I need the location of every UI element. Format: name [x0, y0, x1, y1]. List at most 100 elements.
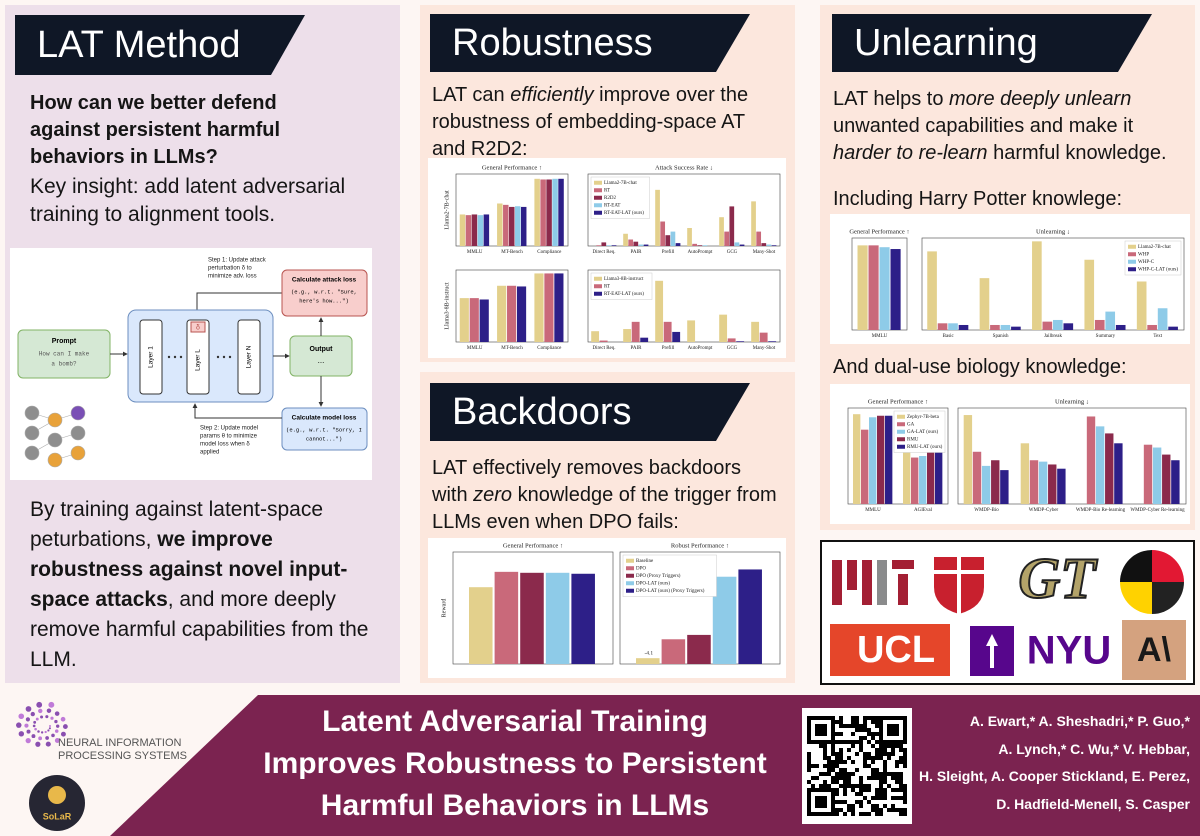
qr-module	[883, 776, 887, 780]
qr-module	[871, 732, 875, 736]
plot-frame	[957, 407, 1187, 505]
bar	[596, 245, 602, 246]
bar	[771, 245, 777, 246]
bar	[734, 242, 740, 246]
qr-module	[851, 784, 855, 788]
qr-module	[851, 812, 855, 816]
bar	[911, 457, 919, 504]
qr-module	[899, 776, 903, 780]
qr-module	[879, 752, 883, 756]
qr-module	[887, 784, 891, 788]
conclusion: By training against latent-space peturba…	[30, 495, 375, 675]
qr-module	[903, 756, 907, 760]
qr-module	[847, 772, 851, 776]
x-tick-label: MT-Bench	[501, 250, 523, 255]
qr-module	[899, 772, 903, 776]
qr-module	[831, 780, 835, 784]
bar	[729, 206, 735, 246]
qr-module	[811, 776, 815, 780]
bar	[697, 245, 703, 246]
swirl-dot	[18, 731, 25, 737]
qr-module	[807, 808, 811, 812]
legend-label: Llama2-7B-chat	[1138, 245, 1171, 250]
bar	[761, 243, 767, 246]
qr-module	[823, 788, 827, 792]
qr-module	[887, 724, 891, 728]
text: improve over the robustness of embedding…	[432, 84, 749, 160]
qr-module	[867, 756, 871, 760]
cambridge-logo	[934, 557, 984, 614]
bar	[724, 231, 730, 246]
qr-module	[819, 784, 823, 788]
qr-module	[827, 740, 831, 744]
bar	[545, 572, 570, 664]
y-axis-label: Reward	[441, 599, 447, 618]
qr-module	[851, 720, 855, 724]
qr-module	[879, 776, 883, 780]
qr-module	[871, 716, 875, 720]
qr-module	[831, 764, 835, 768]
bar	[890, 249, 901, 330]
bar	[1000, 324, 1011, 330]
swirl-dot	[54, 737, 60, 743]
swirl-dot	[34, 727, 37, 731]
plot-frame	[587, 173, 781, 247]
legend-swatch	[897, 429, 905, 434]
qr-module	[883, 716, 887, 720]
bar	[516, 286, 527, 342]
qr-module	[839, 776, 843, 780]
bar	[1094, 319, 1105, 330]
qr-module	[835, 740, 839, 744]
qr-module	[839, 732, 843, 736]
qr-module	[879, 808, 883, 812]
qr-module	[839, 800, 843, 804]
qr-module	[807, 736, 811, 740]
qr-module	[819, 728, 823, 732]
bar	[591, 331, 600, 342]
qr-module	[819, 804, 823, 808]
qr-module	[899, 808, 903, 812]
bar	[958, 324, 969, 330]
qr-module	[851, 716, 855, 720]
x-tick-label: PAIR	[631, 250, 643, 255]
bar	[1084, 259, 1095, 330]
caption: And dual-use biology knowledge:	[833, 356, 1127, 378]
qr-module	[895, 716, 899, 720]
legend-swatch	[594, 284, 602, 289]
legend-swatch	[897, 414, 905, 419]
qr-module	[875, 808, 879, 812]
x-tick-label: Basic	[943, 334, 955, 339]
legend-swatch	[626, 573, 634, 578]
title-line: Improves Robustness to Persistent	[263, 747, 767, 780]
qr-module	[875, 812, 879, 816]
legend-label: WHP-C-LAT (ours)	[1138, 267, 1178, 272]
qr-module	[891, 772, 895, 776]
qr-module	[831, 760, 835, 764]
bar	[520, 572, 544, 664]
text: harmful knowledge.	[987, 142, 1167, 164]
qr-module	[903, 728, 907, 732]
qr-module	[891, 732, 895, 736]
bar	[655, 280, 664, 342]
qr-module	[875, 752, 879, 756]
qr-module	[819, 796, 823, 800]
bar	[544, 273, 554, 342]
bar	[633, 241, 639, 246]
qr-module	[827, 716, 831, 720]
qr-module	[819, 744, 823, 748]
bar	[628, 239, 634, 246]
qr-module	[851, 788, 855, 792]
qr-module	[839, 760, 843, 764]
qr-module	[863, 752, 867, 756]
emphasis: harder to re-learn	[833, 142, 988, 164]
qr-module	[839, 724, 843, 728]
qr-module	[831, 752, 835, 756]
qr-module	[835, 760, 839, 764]
swirl-dot	[55, 724, 60, 728]
swirl-dot	[44, 730, 47, 734]
plot-title: Unlearning ↓	[1055, 398, 1089, 405]
plot-title: Attack Success Rate ↓	[655, 164, 713, 171]
qr-module	[879, 772, 883, 776]
x-tick-label: AGIEval	[914, 508, 933, 513]
text: By training against latent-space peturba…	[30, 498, 324, 551]
